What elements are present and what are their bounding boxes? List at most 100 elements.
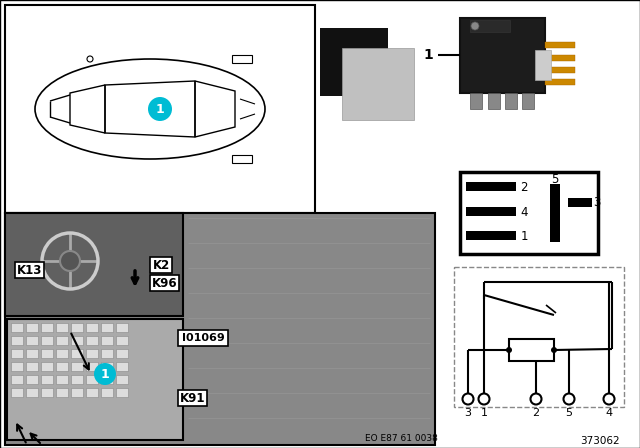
Bar xyxy=(116,323,128,332)
Bar xyxy=(71,375,83,384)
Text: K2: K2 xyxy=(152,258,170,271)
Bar xyxy=(26,388,38,397)
Bar xyxy=(11,362,23,371)
Bar xyxy=(26,375,38,384)
Bar xyxy=(101,388,113,397)
Bar xyxy=(101,362,113,371)
Bar xyxy=(5,5,315,213)
Text: K13: K13 xyxy=(17,263,42,276)
Bar xyxy=(26,323,38,332)
Circle shape xyxy=(604,393,614,405)
Bar xyxy=(545,67,575,73)
Text: 1: 1 xyxy=(100,367,109,380)
Bar xyxy=(71,323,83,332)
Circle shape xyxy=(87,56,93,62)
Bar xyxy=(71,388,83,397)
Bar xyxy=(466,182,516,191)
Bar xyxy=(178,390,207,406)
Bar xyxy=(41,349,53,358)
Text: 5: 5 xyxy=(566,408,573,418)
Circle shape xyxy=(531,393,541,405)
Circle shape xyxy=(479,393,490,405)
Bar xyxy=(101,349,113,358)
Bar xyxy=(86,362,98,371)
Bar xyxy=(86,375,98,384)
Text: K96: K96 xyxy=(152,276,177,289)
Bar xyxy=(71,349,83,358)
Text: 373062: 373062 xyxy=(580,436,620,446)
Bar xyxy=(568,198,592,207)
Bar xyxy=(26,362,38,371)
Bar xyxy=(116,388,128,397)
Bar xyxy=(11,388,23,397)
Bar xyxy=(116,362,128,371)
Bar xyxy=(56,362,68,371)
Bar xyxy=(41,323,53,332)
Bar xyxy=(232,155,252,163)
Bar xyxy=(460,172,598,254)
Bar xyxy=(466,231,516,240)
Circle shape xyxy=(94,363,116,385)
Bar xyxy=(232,55,252,63)
Bar xyxy=(101,336,113,345)
Bar xyxy=(5,213,183,316)
Bar xyxy=(41,336,53,345)
Bar xyxy=(41,388,53,397)
Bar xyxy=(454,267,624,407)
Circle shape xyxy=(148,97,172,121)
Text: 2: 2 xyxy=(520,181,528,194)
Text: 3: 3 xyxy=(593,195,601,208)
Bar xyxy=(11,375,23,384)
Bar xyxy=(26,349,38,358)
Bar xyxy=(550,184,560,242)
Bar xyxy=(505,93,517,109)
Circle shape xyxy=(463,393,474,405)
Circle shape xyxy=(471,22,479,30)
Bar xyxy=(26,336,38,345)
Bar xyxy=(101,375,113,384)
Bar xyxy=(535,50,551,80)
Bar xyxy=(56,349,68,358)
Bar xyxy=(488,93,500,109)
Bar xyxy=(15,262,44,278)
Bar xyxy=(11,336,23,345)
Text: EO E87 61 0038: EO E87 61 0038 xyxy=(365,434,438,443)
Bar xyxy=(56,336,68,345)
Ellipse shape xyxy=(35,59,265,159)
Bar xyxy=(116,349,128,358)
Bar xyxy=(470,93,482,109)
Bar xyxy=(470,20,510,32)
Text: K91: K91 xyxy=(180,392,205,405)
Circle shape xyxy=(60,251,80,271)
Bar xyxy=(86,349,98,358)
Text: 1: 1 xyxy=(423,48,433,62)
Text: I01069: I01069 xyxy=(182,333,225,343)
Text: 1: 1 xyxy=(156,103,164,116)
Bar xyxy=(71,336,83,345)
Text: 2: 2 xyxy=(532,408,540,418)
Text: 4: 4 xyxy=(605,408,612,418)
Bar xyxy=(101,323,113,332)
Bar xyxy=(460,18,545,93)
Bar xyxy=(545,42,575,48)
Circle shape xyxy=(551,347,557,353)
Bar xyxy=(56,388,68,397)
Bar xyxy=(86,388,98,397)
Text: 5: 5 xyxy=(551,172,559,185)
Text: 1: 1 xyxy=(520,229,528,242)
Bar xyxy=(466,207,516,216)
Bar xyxy=(522,93,534,109)
Bar xyxy=(116,336,128,345)
Bar xyxy=(11,349,23,358)
Circle shape xyxy=(506,347,512,353)
Bar xyxy=(41,375,53,384)
Bar xyxy=(545,79,575,85)
Bar xyxy=(150,275,179,291)
Bar xyxy=(178,330,228,346)
Text: 3: 3 xyxy=(465,408,472,418)
Bar xyxy=(41,362,53,371)
Bar xyxy=(150,257,172,273)
Bar xyxy=(86,323,98,332)
Bar xyxy=(342,48,414,120)
Bar xyxy=(71,362,83,371)
